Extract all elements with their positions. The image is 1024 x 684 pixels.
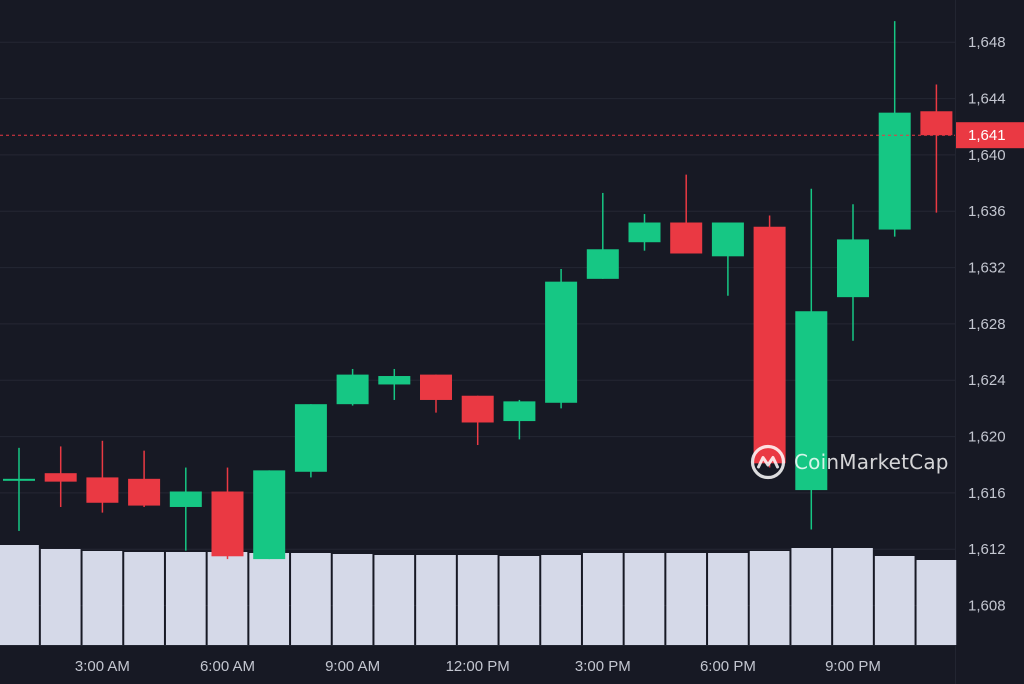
volume-bar <box>0 545 39 645</box>
volume-bar <box>165 552 206 645</box>
candle-body <box>711 222 744 257</box>
volume-bar <box>582 553 623 645</box>
y-tick-label: 1,624 <box>968 372 1006 389</box>
candle-body <box>253 470 286 560</box>
y-tick-label: 1,632 <box>968 260 1006 277</box>
x-tick-label: 9:00 PM <box>825 658 881 675</box>
y-tick-label: 1,640 <box>968 147 1006 164</box>
candle <box>670 174 703 254</box>
candle-body <box>753 226 786 464</box>
candle <box>461 395 494 446</box>
x-tick-label: 6:00 PM <box>700 658 756 675</box>
volume-bar <box>791 548 832 645</box>
volume-bar <box>374 555 415 645</box>
volume-bar <box>82 551 123 645</box>
watermark-text: CoinMarketCap <box>794 450 949 474</box>
candle-body <box>378 376 411 385</box>
candle <box>294 404 327 478</box>
volume-bar <box>40 549 81 645</box>
volume-bar <box>708 553 748 645</box>
candle <box>211 467 244 560</box>
candle-body <box>211 491 244 557</box>
candle <box>503 399 536 440</box>
x-tick-label: 3:00 AM <box>75 658 130 675</box>
candle-body <box>461 395 494 423</box>
candle-body <box>837 239 869 298</box>
y-tick-label: 1,628 <box>968 316 1006 333</box>
candle <box>44 446 77 507</box>
candle <box>545 268 578 409</box>
volume-bar <box>666 553 707 645</box>
candle-body <box>128 478 161 506</box>
y-tick-label: 1,612 <box>968 541 1006 558</box>
candlesticks <box>3 21 953 560</box>
volume-bar <box>541 555 581 645</box>
volume-bar <box>624 553 665 645</box>
y-tick-label: 1,616 <box>968 485 1006 502</box>
candle <box>837 204 869 341</box>
current-price-line: 1,641 <box>0 122 1024 149</box>
candle-body <box>169 491 202 507</box>
x-tick-label: 12:00 PM <box>446 658 510 675</box>
candle-body <box>3 478 35 481</box>
volume-bar <box>457 555 498 645</box>
volume-bar <box>833 548 873 645</box>
y-axis: 1,608 1,612 1,616 1,620 1,624 1,628 1,632 1,636… <box>968 34 1006 614</box>
coinmarketcap-logo-icon <box>750 444 786 480</box>
volume-bar <box>874 556 915 645</box>
candle <box>420 374 452 413</box>
candle <box>920 84 953 213</box>
volume-bar <box>332 554 373 645</box>
volume-bar <box>916 560 957 645</box>
candle-body <box>795 311 828 491</box>
candle <box>169 467 202 551</box>
candle <box>586 192 619 279</box>
candle-body <box>586 249 619 279</box>
x-tick-label: 9:00 AM <box>325 658 380 675</box>
candle-body <box>336 374 369 405</box>
current-price-label: 1,641 <box>968 127 1006 144</box>
candle <box>3 447 35 531</box>
x-axis: 3:00 AM 6:00 AM 9:00 AM 12:00 PM 3:00 PM 6:00… <box>75 658 881 675</box>
y-tick-label: 1,620 <box>968 429 1006 446</box>
candle-body <box>670 222 703 254</box>
candle <box>795 188 828 530</box>
candle-body <box>878 112 911 230</box>
candle-body <box>420 374 452 400</box>
volume-bar <box>499 556 540 645</box>
y-tick-label: 1,644 <box>968 91 1006 108</box>
y-tick-label: 1,608 <box>968 598 1006 615</box>
candle <box>253 470 286 560</box>
candle-body <box>503 401 536 422</box>
y-tick-label: 1,648 <box>968 34 1006 51</box>
candle <box>378 368 411 400</box>
candle <box>878 21 911 237</box>
current-price-badge <box>956 122 1024 149</box>
volume-bar <box>749 551 790 645</box>
volume-bars <box>0 545 957 645</box>
candle-body <box>545 281 578 403</box>
candle-body <box>920 111 953 136</box>
volume-bar <box>416 555 456 645</box>
candle <box>628 214 661 251</box>
candle-body <box>44 473 77 482</box>
volume-bar <box>249 553 290 645</box>
candle <box>336 368 369 406</box>
candle-body <box>294 404 327 472</box>
coinmarketcap-watermark: CoinMarketCap <box>750 444 949 480</box>
x-tick-label: 3:00 PM <box>575 658 631 675</box>
volume-bar <box>207 552 248 645</box>
candle-body <box>86 477 119 503</box>
candle <box>753 215 786 468</box>
y-tick-label: 1,636 <box>968 203 1006 220</box>
volume-bar <box>291 553 331 645</box>
candle <box>711 222 744 296</box>
candle-body <box>628 222 661 243</box>
candle <box>86 440 119 513</box>
candle <box>128 450 161 507</box>
volume-bar <box>124 552 164 645</box>
x-tick-label: 6:00 AM <box>200 658 255 675</box>
